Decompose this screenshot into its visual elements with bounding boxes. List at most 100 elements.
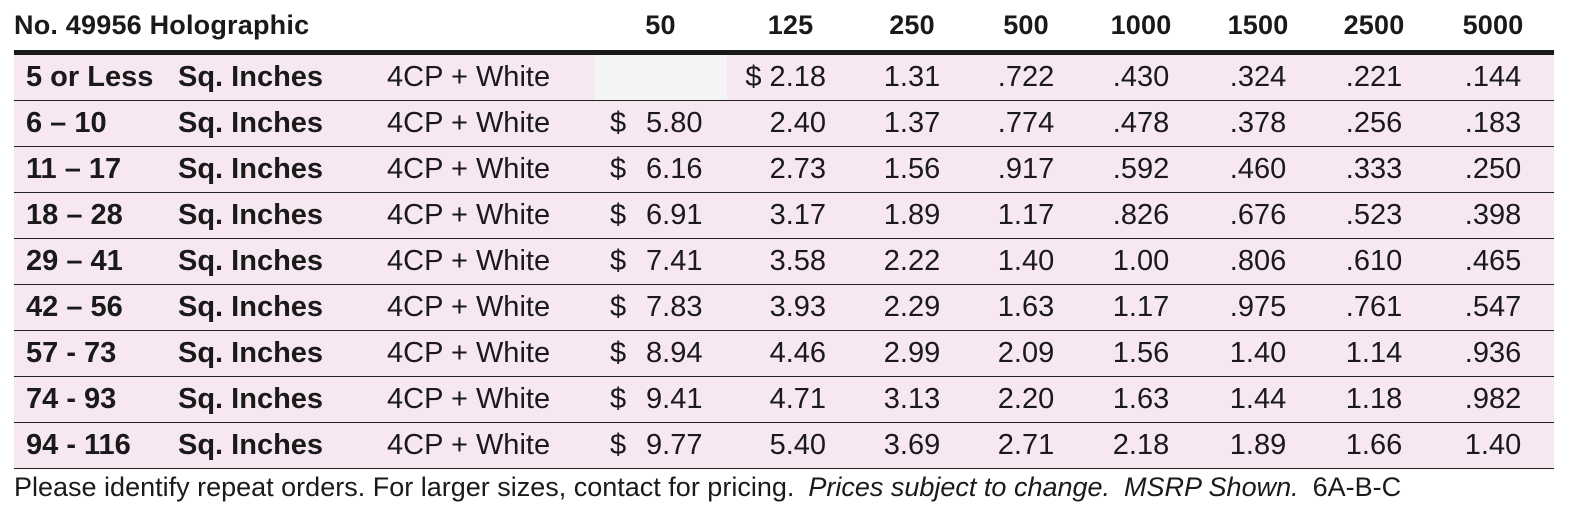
price-1500: .378 — [1200, 100, 1317, 147]
price-125: 3.93 — [727, 284, 855, 331]
price-1000: 1.17 — [1082, 284, 1201, 331]
table-row: 5 or Less Sq. Inches 4CP + White $ 2.18 … — [14, 52, 1555, 101]
print-process: 4CP + White — [379, 146, 595, 193]
price-2500: .761 — [1316, 284, 1433, 331]
price-250: 3.69 — [854, 422, 971, 469]
qty-header-5000: 5000 — [1432, 0, 1555, 55]
price-1500: 1.44 — [1200, 376, 1317, 423]
price-50-value: 9.41 — [646, 383, 703, 415]
price-disclaimer: Prices subject to change. — [808, 472, 1111, 502]
price-1000: .478 — [1082, 100, 1201, 147]
print-process: 4CP + White — [379, 192, 595, 239]
price-2500: 1.66 — [1316, 422, 1433, 469]
print-process: 4CP + White — [379, 284, 595, 331]
price-1000: 1.00 — [1082, 238, 1201, 285]
unit-label: Sq. Inches — [174, 238, 379, 285]
price-sheet: No. 49956 Holographic 50 125 250 500 100… — [14, 0, 1555, 469]
price-5000: .144 — [1432, 52, 1555, 101]
price-1500: .806 — [1200, 238, 1317, 285]
table-row: 74 - 93 Sq. Inches 4CP + White $9.41 4.7… — [14, 376, 1555, 423]
price-5000: .465 — [1432, 238, 1555, 285]
table-row: 6 – 10 Sq. Inches 4CP + White $5.80 2.40… — [14, 100, 1555, 147]
table-row: 94 - 116 Sq. Inches 4CP + White $9.77 5.… — [14, 422, 1555, 469]
print-process: 4CP + White — [379, 376, 595, 423]
qty-header-250: 250 — [854, 0, 971, 55]
price-50-value: 6.91 — [646, 199, 703, 231]
print-process: 4CP + White — [379, 422, 595, 469]
unit-label: Sq. Inches — [174, 330, 379, 377]
price-500: 1.40 — [970, 238, 1083, 285]
price-125: 3.17 — [727, 192, 855, 239]
table-row: 11 – 17 Sq. Inches 4CP + White $6.16 2.7… — [14, 146, 1555, 193]
price-50: $5.80 — [594, 100, 728, 147]
sheet-code: 6A-B-C — [1312, 472, 1402, 502]
price-table: No. 49956 Holographic 50 125 250 500 100… — [14, 0, 1555, 469]
dollar-sign: $ — [610, 429, 627, 461]
price-250: 1.56 — [854, 146, 971, 193]
price-50: $6.16 — [594, 146, 728, 193]
price-125: 4.71 — [727, 376, 855, 423]
table-row: 42 – 56 Sq. Inches 4CP + White $7.83 3.9… — [14, 284, 1555, 331]
print-process: 4CP + White — [379, 100, 595, 147]
price-50 — [594, 52, 728, 101]
price-250: 2.22 — [854, 238, 971, 285]
price-2500: .256 — [1316, 100, 1433, 147]
price-2500: 1.14 — [1316, 330, 1433, 377]
price-50-value: 9.77 — [646, 429, 703, 461]
msrp-note: MSRP Shown. — [1124, 472, 1299, 502]
price-500: 1.63 — [970, 284, 1083, 331]
size-range: 29 – 41 — [14, 238, 174, 285]
price-50: $9.77 — [594, 422, 728, 469]
size-range: 5 or Less — [14, 52, 174, 101]
size-range: 18 – 28 — [14, 192, 174, 239]
qty-header-50: 50 — [594, 0, 728, 55]
unit-label: Sq. Inches — [174, 146, 379, 193]
footer-note: Please identify repeat orders. For large… — [14, 472, 1401, 503]
price-1500: .324 — [1200, 52, 1317, 101]
table-row: 29 – 41 Sq. Inches 4CP + White $7.41 3.5… — [14, 238, 1555, 285]
price-250: 1.37 — [854, 100, 971, 147]
print-process: 4CP + White — [379, 52, 595, 101]
size-range: 11 – 17 — [14, 146, 174, 193]
price-5000: .183 — [1432, 100, 1555, 147]
unit-label: Sq. Inches — [174, 192, 379, 239]
unit-label: Sq. Inches — [174, 284, 379, 331]
price-50-value: 5.80 — [646, 107, 703, 139]
footer-text: Please identify repeat orders. For large… — [14, 472, 795, 502]
price-5000: .398 — [1432, 192, 1555, 239]
price-2500: .523 — [1316, 192, 1433, 239]
price-125: 4.46 — [727, 330, 855, 377]
price-2500: .610 — [1316, 238, 1433, 285]
dollar-sign: $ — [610, 291, 627, 323]
price-500: 1.17 — [970, 192, 1083, 239]
price-50-value: 7.41 — [646, 245, 703, 277]
price-1000: .430 — [1082, 52, 1201, 101]
dollar-sign: $ — [610, 199, 627, 231]
price-5000: 1.40 — [1432, 422, 1555, 469]
print-process: 4CP + White — [379, 238, 595, 285]
price-2500: .333 — [1316, 146, 1433, 193]
price-1000: 1.63 — [1082, 376, 1201, 423]
price-50: $6.91 — [594, 192, 728, 239]
price-5000: .936 — [1432, 330, 1555, 377]
qty-header-1000: 1000 — [1082, 0, 1201, 55]
price-125: $ 2.18 — [727, 52, 855, 101]
size-range: 94 - 116 — [14, 422, 174, 469]
price-125: 3.58 — [727, 238, 855, 285]
price-5000: .982 — [1432, 376, 1555, 423]
price-250: 1.89 — [854, 192, 971, 239]
price-5000: .547 — [1432, 284, 1555, 331]
price-50-value: 7.83 — [646, 291, 703, 323]
product-title: No. 49956 Holographic — [14, 0, 595, 55]
price-500: 2.20 — [970, 376, 1083, 423]
dollar-sign: $ — [610, 383, 627, 415]
table-row: 57 - 73 Sq. Inches 4CP + White $8.94 4.4… — [14, 330, 1555, 377]
price-1500: .460 — [1200, 146, 1317, 193]
price-500: 2.09 — [970, 330, 1083, 377]
price-1000: .592 — [1082, 146, 1201, 193]
qty-header-1500: 1500 — [1200, 0, 1317, 55]
price-250: 2.29 — [854, 284, 971, 331]
price-50-value: 8.94 — [646, 337, 703, 369]
price-500: .917 — [970, 146, 1083, 193]
price-250: 1.31 — [854, 52, 971, 101]
